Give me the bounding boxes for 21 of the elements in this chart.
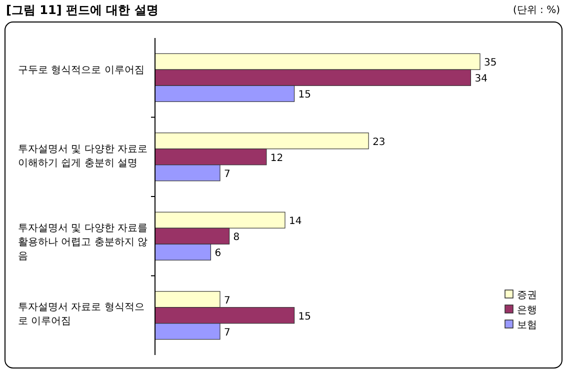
data-label: 7 bbox=[224, 168, 230, 180]
y-tick-label: 투자설명서 및 다양한 자료를 활용하나 어렵고 충분하지 않음 bbox=[18, 222, 149, 264]
data-label: 15 bbox=[298, 90, 312, 101]
y-tick-label: 투자설명서 자료로 형식적으로 이루어짐 bbox=[18, 301, 146, 330]
data-label: 35 bbox=[484, 58, 497, 69]
chart-title: [그림 11] 펀드에 대한 설명 bbox=[6, 2, 158, 19]
data-label: 6 bbox=[214, 248, 222, 260]
data-label: 12 bbox=[270, 152, 284, 164]
legend-label: 증권 bbox=[517, 290, 537, 301]
y-tick-label: 투자설명서 및 다양한 자료로 이해하기 쉽게 충분히 설명 bbox=[18, 142, 149, 171]
data-label: 34 bbox=[474, 74, 488, 85]
text: (단위 : %) bbox=[512, 4, 560, 17]
legend-label: 은행 bbox=[517, 305, 537, 316]
data-label: 7 bbox=[224, 327, 230, 338]
y-tick-label: 구두로 형식적으로 이루어짐 bbox=[18, 64, 146, 78]
data-label: 14 bbox=[289, 216, 302, 228]
data-label: 7 bbox=[224, 295, 230, 306]
data-label: 23 bbox=[372, 136, 386, 148]
legend-label: 보험 bbox=[517, 320, 537, 331]
data-label: 15 bbox=[298, 311, 312, 322]
data-label: 8 bbox=[233, 232, 240, 244]
